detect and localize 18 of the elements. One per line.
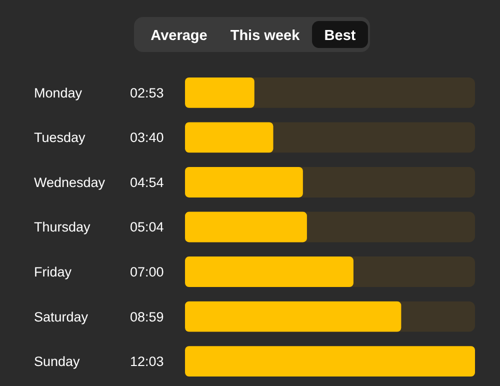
text: This week bbox=[230, 28, 301, 44]
y-tick-label: Friday bbox=[34, 264, 72, 280]
data-label: 12:03 bbox=[130, 354, 164, 370]
y-tick-label: Tuesday bbox=[34, 130, 86, 146]
data-label: 07:00 bbox=[130, 264, 164, 280]
data-label: 02:53 bbox=[130, 85, 164, 100]
bar bbox=[185, 77, 254, 108]
data-label: 03:40 bbox=[130, 130, 164, 146]
text: Average bbox=[150, 28, 208, 44]
text: Best bbox=[324, 28, 356, 44]
y-tick-label: Sunday bbox=[34, 354, 80, 370]
data-label: 05:04 bbox=[130, 220, 164, 235]
y-tick-label: Saturday bbox=[34, 309, 88, 324]
y-tick-label: Thursday bbox=[34, 220, 91, 235]
data-label: 04:54 bbox=[130, 174, 164, 190]
data-label: 08:59 bbox=[130, 309, 164, 324]
y-tick-label: Monday bbox=[34, 85, 82, 100]
y-tick-label: Wednesday bbox=[34, 174, 106, 190]
